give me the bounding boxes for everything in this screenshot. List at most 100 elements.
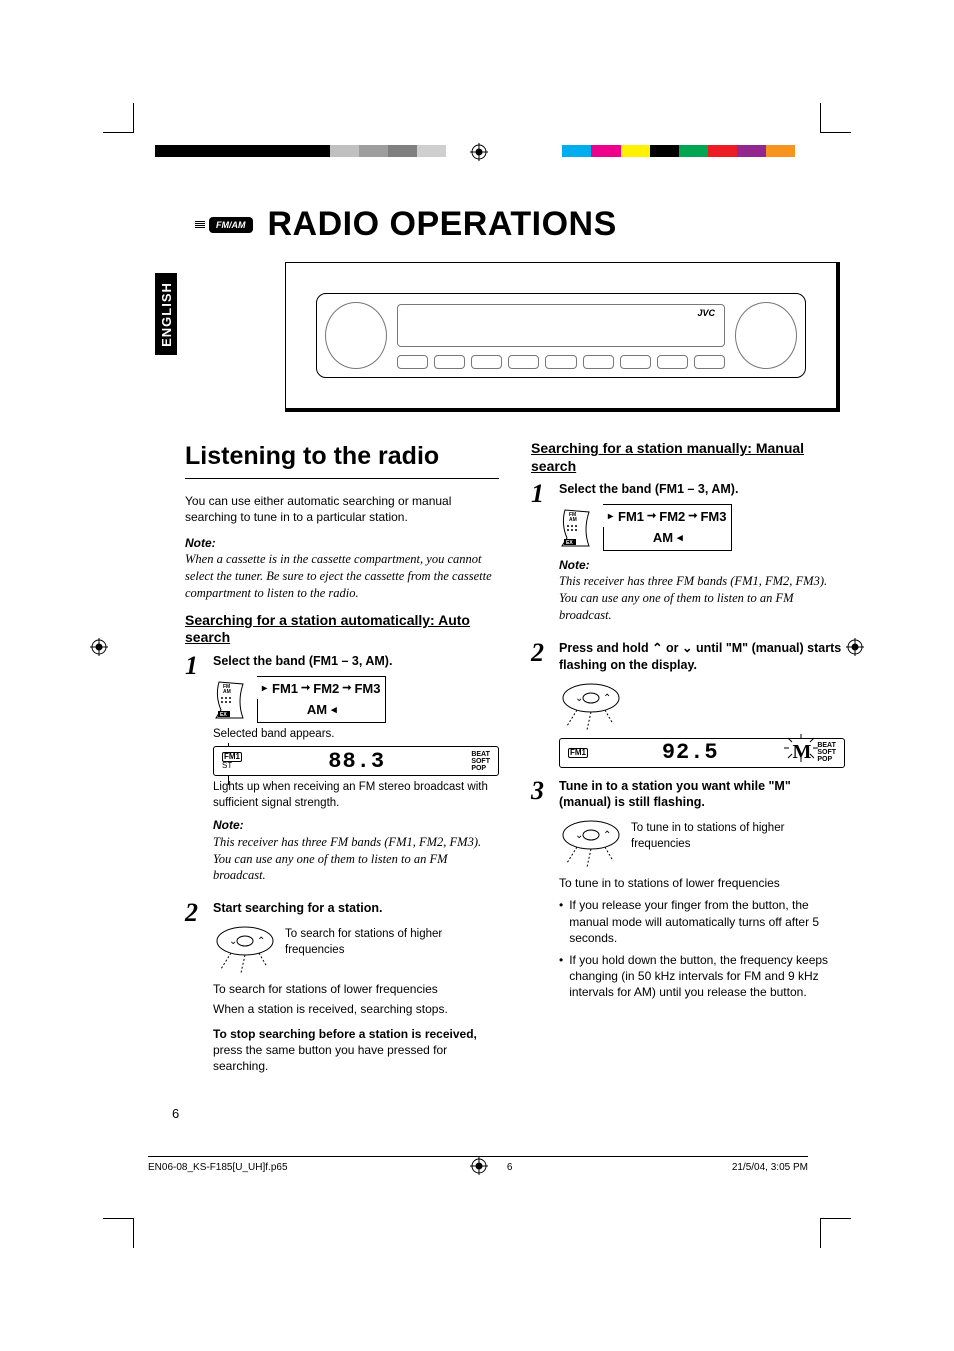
intro-text: You can use either automatic searching o… bbox=[185, 493, 499, 525]
step-head: Select the band (FM1 – 3, AM). bbox=[559, 481, 845, 498]
note-body: This receiver has three FM bands (FM1, F… bbox=[559, 573, 845, 624]
band-cycle: FM1➞FM2➞FM3 AM◂ bbox=[257, 676, 386, 723]
lcd-m: M bbox=[792, 741, 811, 763]
band-selector-diagram: FM AM EX FM1➞FM2➞FM3 AM◂ bbox=[213, 676, 499, 723]
received-caption: When a station is received, searching st… bbox=[213, 1001, 499, 1017]
subhead-manual-search: Searching for a station manually: Manual… bbox=[531, 440, 845, 475]
language-tab-label: ENGLISH bbox=[159, 282, 174, 347]
section-title: Listening to the radio bbox=[185, 440, 499, 479]
lcd-pop: POP bbox=[471, 765, 486, 772]
cropmark bbox=[820, 103, 821, 133]
brand-label: JVC bbox=[697, 308, 715, 318]
bullet-item: If you release your finger from the butt… bbox=[559, 897, 845, 946]
svg-text:⌃: ⌃ bbox=[603, 830, 611, 841]
m-flash-indicator: M bbox=[792, 739, 811, 766]
svg-text:AM: AM bbox=[569, 517, 577, 523]
note-label: Note: bbox=[559, 557, 845, 573]
badge-text: FM/AM bbox=[209, 217, 253, 233]
step-number: 2 bbox=[185, 900, 203, 1078]
lcd-band: FM1 bbox=[568, 748, 588, 758]
cropmark bbox=[821, 1218, 851, 1219]
radio-illustration: JVC bbox=[285, 262, 840, 412]
band-fm2: FM2 bbox=[659, 508, 685, 526]
step-head: Tune in to a station you want while "M" … bbox=[559, 778, 845, 812]
print-footer: EN06-08_KS-F185[U_UH]f.p65 6 21/5/04, 3:… bbox=[148, 1162, 808, 1173]
fmam-button-icon: FM AM EX bbox=[213, 678, 247, 720]
language-tab: ENGLISH bbox=[155, 273, 177, 355]
lcd-display-manual: FM1 92.5 M BEATSOFTPOP bbox=[559, 738, 845, 768]
subhead-auto-search: Searching for a station automatically: A… bbox=[185, 612, 499, 647]
cropmark bbox=[820, 1218, 821, 1248]
lights-caption: Lights up when receiving an FM stereo br… bbox=[213, 780, 499, 811]
footer-filename: EN06-08_KS-F185[U_UH]f.p65 bbox=[148, 1162, 288, 1173]
step-1: 1 Select the band (FM1 – 3, AM). FM AM bbox=[185, 653, 499, 894]
footer-pagenum: 6 bbox=[507, 1162, 513, 1173]
lcd-freq: 92.5 bbox=[662, 738, 719, 768]
bullet-list: If you release your finger from the butt… bbox=[559, 897, 845, 1000]
note-label: Note: bbox=[185, 535, 499, 551]
knob-icon: ⌄ ⌃ bbox=[559, 680, 623, 734]
content-columns: Listening to the radio You can use eithe… bbox=[185, 440, 845, 1078]
left-column: Listening to the radio You can use eithe… bbox=[185, 440, 499, 1078]
page-number: 6 bbox=[172, 1106, 179, 1121]
bullet-text: If you hold down the button, the frequen… bbox=[569, 952, 845, 1001]
cropmark bbox=[821, 132, 851, 133]
selected-caption: Selected band appears. bbox=[213, 727, 499, 743]
cropmark bbox=[133, 103, 134, 133]
band-am: AM bbox=[653, 529, 673, 547]
lcd-beat: BEAT bbox=[817, 742, 836, 749]
step-1: 1 Select the band (FM1 – 3, AM). FM AM bbox=[531, 481, 845, 634]
lcd-soft: SOFT bbox=[817, 749, 836, 756]
band-fm1: FM1 bbox=[618, 508, 644, 526]
step-head: Select the band (FM1 – 3, AM). bbox=[213, 653, 499, 670]
bullet-text: If you release your finger from the butt… bbox=[569, 897, 845, 946]
note-body: This receiver has three FM bands (FM1, F… bbox=[213, 834, 499, 885]
svg-text:⌄: ⌄ bbox=[229, 936, 237, 947]
knob-icon: ⌄ ⌃ bbox=[213, 923, 277, 977]
svg-text:⌄: ⌄ bbox=[575, 830, 583, 841]
step2-b: or bbox=[663, 641, 682, 655]
lower-freq-caption: To tune in to stations of lower frequenc… bbox=[559, 875, 845, 891]
step-head: Start searching for a station. bbox=[213, 900, 499, 917]
svg-text:⌃: ⌃ bbox=[257, 936, 265, 947]
stop-searching-text: To stop searching before a station is re… bbox=[213, 1026, 499, 1075]
down-arrow-icon: ⌄ bbox=[682, 641, 692, 655]
tune-knob-diagram: ⌄ ⌃ To search for stations of higher fre… bbox=[213, 923, 499, 977]
step-number: 2 bbox=[531, 640, 549, 772]
lcd-display-auto: FM1ST 88.3 BEATSOFTPOP bbox=[213, 746, 499, 776]
band-selector-diagram: FM AM EX FM1➞FM2➞FM3 AM◂ bbox=[559, 504, 845, 551]
fmam-button-icon: FM AM EX bbox=[559, 506, 593, 548]
step-2: 2 Start searching for a station. ⌄ ⌃ bbox=[185, 900, 499, 1078]
header: FM/AM RADIO OPERATIONS bbox=[195, 205, 859, 244]
step-number: 1 bbox=[531, 481, 549, 634]
higher-freq-caption: To search for stations of higher frequen… bbox=[285, 923, 499, 958]
step-head: Press and hold ⌃ or ⌄ until "M" (manual)… bbox=[559, 640, 845, 674]
header-badge: FM/AM bbox=[195, 217, 253, 233]
stop-rest: press the same button you have pressed f… bbox=[213, 1043, 447, 1073]
cropmark bbox=[103, 1218, 133, 1219]
lcd-soft: SOFT bbox=[471, 758, 490, 765]
up-arrow-icon: ⌃ bbox=[652, 641, 662, 655]
tune-knob-diagram: ⌄ ⌃ bbox=[559, 680, 845, 734]
page: FM/AM RADIO OPERATIONS ENGLISH JVC Liste… bbox=[0, 0, 954, 1351]
step-3: 3 Tune in to a station you want while "M… bbox=[531, 778, 845, 1007]
page-title: RADIO OPERATIONS bbox=[268, 205, 617, 244]
registration-mark bbox=[470, 143, 488, 161]
band-am: AM bbox=[307, 701, 327, 719]
knob-icon: ⌄ ⌃ bbox=[559, 817, 623, 871]
lcd-freq: 88.3 bbox=[328, 747, 385, 777]
svg-text:⌄: ⌄ bbox=[575, 693, 583, 704]
lcd-pop: POP bbox=[817, 756, 832, 763]
bullet-item: If you hold down the button, the frequen… bbox=[559, 952, 845, 1001]
footer-timestamp: 21/5/04, 3:05 PM bbox=[732, 1162, 808, 1173]
step-number: 3 bbox=[531, 778, 549, 1007]
svg-text:EX: EX bbox=[220, 712, 227, 718]
band-fm3: FM3 bbox=[354, 680, 380, 698]
right-column: Searching for a station manually: Manual… bbox=[531, 440, 845, 1078]
svg-text:EX: EX bbox=[566, 540, 573, 546]
registration-mark bbox=[90, 638, 108, 656]
step-2: 2 Press and hold ⌃ or ⌄ until "M" (manua… bbox=[531, 640, 845, 772]
cropmark bbox=[133, 1218, 134, 1248]
band-fm3: FM3 bbox=[700, 508, 726, 526]
note-label: Note: bbox=[213, 817, 499, 833]
